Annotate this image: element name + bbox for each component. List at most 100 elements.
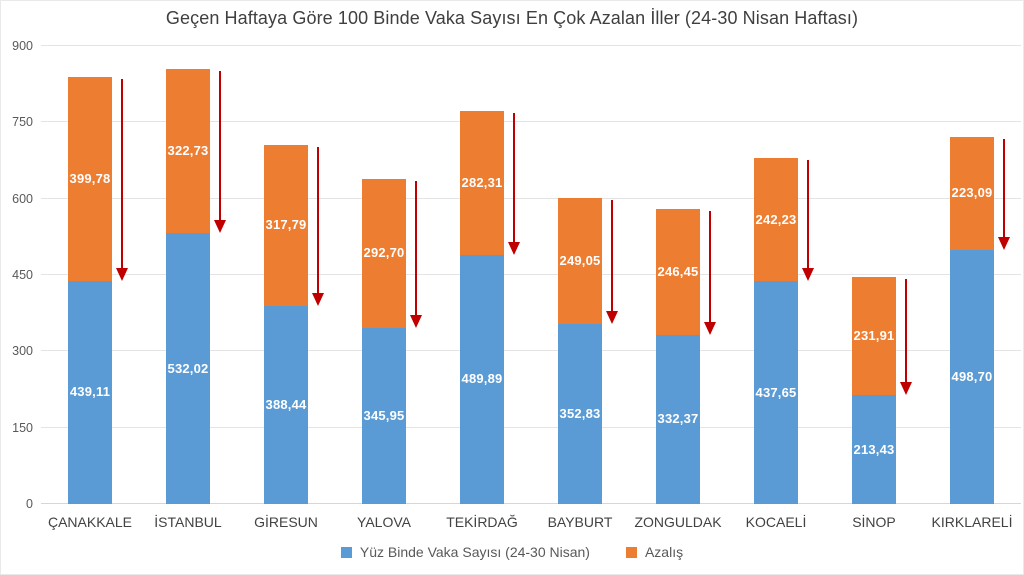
y-axis: 0 150 300 450 600 750 900 (1, 1, 37, 574)
x-axis-label: GİRESUN (254, 514, 318, 530)
bar-group: 532,02 322,73 (139, 46, 237, 504)
legend-item-decrease: Azalış (625, 544, 684, 560)
gridline (41, 426, 1021, 428)
gridline (41, 350, 1021, 352)
legend-label-cases: Yüz Binde Vaka Sayısı (24-30 Nisan) (359, 544, 590, 560)
legend-item-cases: Yüz Binde Vaka Sayısı (24-30 Nisan) (340, 544, 590, 560)
legend: Yüz Binde Vaka Sayısı (24-30 Nisan) Azal… (1, 544, 1023, 560)
arrow-shaft (610, 199, 614, 314)
bar-value-label-cases: 489,89 (461, 371, 503, 387)
arrow-shaft (414, 180, 418, 317)
gridline (41, 45, 1021, 46)
y-axis-tick: 150 (12, 420, 33, 435)
bar-segment-decrease (68, 77, 112, 281)
bar-value-label-decrease: 242,23 (755, 211, 797, 227)
bar-group: 352,83 249,05 (531, 46, 629, 504)
arrow-shaft (806, 160, 810, 271)
bar-segment-decrease (558, 197, 602, 325)
bar-segment-decrease (362, 179, 406, 328)
bar-segment-decrease (950, 136, 994, 251)
bar-value-label-cases: 213,43 (853, 441, 895, 457)
bar-segment-cases (754, 281, 798, 504)
arrow-head (312, 293, 324, 307)
bar-value-label-cases: 532,02 (167, 360, 209, 376)
bar-group: 388,44 317,79 (237, 46, 335, 504)
x-axis-label: İSTANBUL (154, 514, 222, 530)
bar-value-label-cases: 439,11 (69, 384, 111, 400)
arrow-shaft (1002, 138, 1006, 240)
bar-value-label-cases: 332,37 (657, 411, 699, 427)
decrease-arrow-icon (409, 180, 423, 328)
bar-segment-cases (950, 250, 994, 504)
bar-segment-decrease (166, 69, 210, 234)
decrease-arrow-icon (605, 199, 619, 325)
arrow-shaft (316, 146, 320, 296)
bar-group: 439,11 399,78 (41, 46, 139, 504)
arrow-head (508, 241, 520, 255)
bar-segment-decrease (754, 158, 798, 282)
bar-segment-decrease (460, 111, 504, 255)
bar-group: 213,43 231,91 (825, 46, 923, 504)
bar-value-label-decrease: 246,45 (657, 264, 699, 280)
y-axis-tick: 0 (26, 497, 33, 511)
x-axis-label: ÇANAKKALE (47, 514, 133, 530)
bar-value-label-cases: 352,83 (559, 406, 601, 422)
decrease-arrow-icon (899, 279, 913, 396)
bar-group: 498,70 223,09 (923, 46, 1021, 504)
chart-title: Geçen Haftaya Göre 100 Binde Vaka Sayısı… (165, 8, 859, 28)
x-axis-label: BAYBURT (547, 514, 613, 530)
arrow-head (410, 314, 422, 328)
bar-group: 437,65 242,23 (727, 46, 825, 504)
bar-segment-cases (68, 280, 112, 504)
arrow-head (900, 382, 912, 396)
y-axis-tick: 450 (12, 268, 33, 282)
legend-swatch-cases-icon (340, 546, 352, 558)
arrow-shaft (708, 211, 712, 324)
x-axis-label: YALOVA (357, 514, 411, 530)
gridline (41, 121, 1021, 123)
bar-value-label-decrease: 292,70 (363, 245, 405, 261)
bar-value-label-decrease: 282,31 (461, 174, 503, 190)
x-axis: ÇANAKKALE İSTANBUL GİRESUN YALOVA TEKİRDAĞ BA… (41, 512, 1021, 532)
arrow-head (802, 268, 814, 282)
bar-value-label-decrease: 322,73 (167, 143, 209, 159)
bar-value-label-cases: 388,44 (265, 397, 307, 413)
x-axis-label: SİNOP (852, 514, 896, 530)
bar-segment-cases (558, 324, 602, 504)
x-axis-label: ZONGULDAK (634, 514, 722, 530)
decrease-arrow-icon (997, 138, 1011, 251)
gridline (41, 503, 1021, 504)
bar-group: 332,37 246,45 (629, 46, 727, 504)
bar-segment-cases (264, 306, 308, 504)
bar-segment-decrease (656, 209, 700, 335)
decrease-arrow-icon (801, 160, 815, 282)
x-axis-label: KIRKLARELİ (931, 514, 1013, 530)
legend-swatch-decrease-icon (625, 546, 637, 558)
bar-segment-cases (656, 334, 700, 504)
legend-label-decrease: Azalış (644, 544, 684, 560)
bar-value-label-decrease: 317,79 (265, 217, 307, 233)
bar-segment-decrease (264, 144, 308, 307)
x-axis-label: KOCAELİ (745, 514, 807, 530)
bar-group: 345,95 292,70 (335, 46, 433, 504)
decrease-arrow-icon (213, 71, 227, 234)
bar-value-label-decrease: 231,91 (853, 328, 895, 344)
bar-segment-cases (362, 327, 406, 504)
bar-value-label-decrease: 223,09 (951, 185, 993, 201)
x-axis-label: TEKİRDAĞ (446, 514, 518, 530)
gridline (41, 197, 1021, 199)
arrow-head (606, 311, 618, 325)
decrease-arrow-icon (311, 146, 325, 307)
bar-value-label-cases: 345,95 (363, 407, 405, 423)
arrow-shaft (218, 71, 222, 223)
plot-area: 439,11 399,78 532,02 322,73 388,44 317,79 345,… (41, 45, 1021, 504)
bar-value-label-decrease: 249,05 (559, 253, 601, 269)
bar-segment-cases (852, 395, 896, 504)
bar-segment-cases (166, 233, 210, 504)
decrease-arrow-icon (703, 211, 717, 335)
arrow-shaft (512, 113, 516, 244)
arrow-shaft (904, 279, 908, 385)
arrow-head (214, 220, 226, 234)
y-axis-tick: 750 (12, 115, 33, 130)
